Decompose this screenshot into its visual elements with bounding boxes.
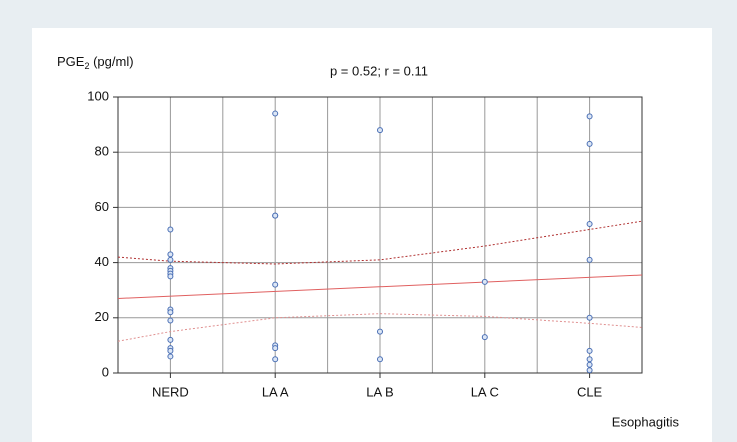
point bbox=[272, 212, 279, 219]
point bbox=[481, 278, 488, 285]
point bbox=[167, 256, 174, 263]
x-tick-label: NERD bbox=[152, 384, 189, 399]
y-tick-label: 0 bbox=[102, 364, 109, 379]
x-tick-label: LA A bbox=[262, 384, 289, 399]
annotation: p = 0.52; r = 0.11 bbox=[330, 63, 428, 78]
point bbox=[272, 356, 279, 363]
panel bbox=[32, 28, 712, 442]
point bbox=[586, 256, 593, 263]
x-tick-label: CLE bbox=[577, 384, 603, 399]
point bbox=[586, 347, 593, 354]
point bbox=[377, 356, 383, 363]
point bbox=[167, 251, 174, 258]
point bbox=[272, 345, 279, 352]
point bbox=[586, 356, 593, 363]
y-tick-label: 20 bbox=[95, 309, 109, 324]
point bbox=[167, 273, 174, 280]
point bbox=[586, 220, 593, 227]
y-tick-label: 100 bbox=[87, 88, 109, 103]
y-label-rest: (pg/ml) bbox=[89, 54, 133, 69]
point bbox=[586, 367, 593, 374]
point bbox=[272, 110, 279, 117]
y-axis-label: PGE2 (pg/ml) bbox=[57, 54, 134, 71]
point bbox=[167, 309, 174, 316]
point bbox=[377, 127, 383, 134]
y-tick-label: 60 bbox=[95, 199, 109, 214]
y-tick-label: 40 bbox=[95, 254, 109, 269]
point bbox=[272, 281, 279, 288]
point bbox=[586, 140, 593, 147]
point bbox=[586, 361, 593, 368]
point bbox=[586, 113, 593, 120]
point bbox=[377, 328, 383, 335]
y-tick-label: 80 bbox=[95, 144, 109, 159]
y-label-main: PGE bbox=[57, 54, 85, 69]
x-tick-label: LA C bbox=[471, 384, 499, 399]
point bbox=[167, 317, 174, 324]
x-tick-label: LA B bbox=[366, 384, 393, 399]
point bbox=[586, 314, 593, 321]
point bbox=[167, 347, 174, 354]
confidence-band bbox=[117, 313, 643, 342]
point bbox=[167, 226, 174, 233]
point bbox=[481, 334, 488, 341]
point bbox=[167, 336, 174, 343]
x-axis-label: Esophagitis bbox=[612, 414, 680, 429]
y-label-sub: 2 bbox=[84, 61, 89, 71]
point bbox=[167, 353, 174, 360]
fit-line bbox=[117, 274, 643, 299]
